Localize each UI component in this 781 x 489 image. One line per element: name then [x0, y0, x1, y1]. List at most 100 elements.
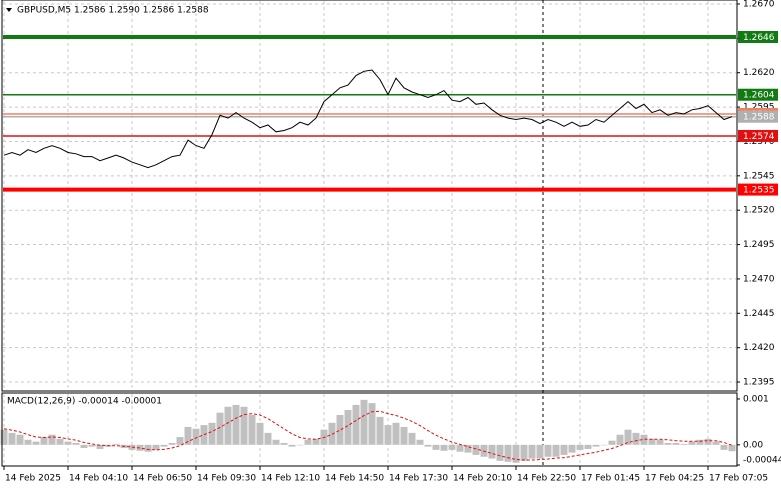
price-frame: [1, 0, 738, 392]
macd-bar: [632, 432, 640, 445]
macd-bar: [344, 409, 352, 445]
macd-bar: [16, 434, 24, 445]
level-label-box: [738, 88, 778, 101]
x-tick-label: 17 Feb 07:05: [709, 474, 768, 484]
macd-bar: [672, 442, 680, 445]
y-tick-label: 1.2670: [743, 0, 775, 9]
y-tick-label: 0.00: [743, 440, 763, 450]
macd-bar: [136, 444, 144, 451]
macd-bar: [144, 444, 152, 452]
macd-bar: [720, 444, 728, 450]
macd-bar: [696, 439, 704, 445]
macd-frame: [1, 392, 738, 467]
macd-bar: [568, 444, 576, 453]
macd-bar: [456, 444, 464, 452]
y-tick-label: 1.2445: [743, 309, 775, 319]
macd-bar: [336, 415, 344, 445]
y-tick-label: 1.2420: [743, 343, 775, 353]
macd-bar: [80, 444, 88, 449]
macd-bar: [360, 399, 368, 445]
x-tick-label: 14 Feb 2025: [5, 474, 61, 484]
x-tick-label: 14 Feb 14:50: [325, 474, 384, 484]
macd-bar: [600, 444, 608, 446]
macd-bar: [8, 432, 16, 445]
macd-bar: [88, 444, 96, 447]
macd-bar: [648, 438, 656, 445]
macd-bar: [504, 444, 512, 462]
macd-bar: [592, 444, 600, 447]
x-tick-label: 14 Feb 22:50: [517, 474, 576, 484]
signal-line: [3, 410, 733, 461]
level-label: 1.2604: [743, 91, 775, 101]
x-tick-label: 14 Feb 17:30: [389, 474, 448, 484]
macd-bar: [392, 422, 400, 445]
macd-bar: [496, 444, 504, 461]
macd-bar: [296, 444, 304, 446]
macd-bar: [192, 428, 200, 445]
macd-bar: [376, 416, 384, 445]
macd-bar: [528, 444, 536, 459]
x-tick-label: 17 Feb 01:45: [581, 474, 640, 484]
macd-bar: [312, 438, 320, 445]
macd-bar: [232, 404, 240, 445]
x-tick-label: 17 Feb 04:25: [645, 474, 704, 484]
level-label-box: [738, 30, 778, 43]
x-tick-label: 14 Feb 04:10: [69, 474, 128, 484]
macd-bar: [368, 403, 376, 445]
macd-bar: [712, 441, 720, 445]
macd-bar: [352, 404, 360, 445]
y-tick-label: 1.2495: [743, 240, 775, 250]
macd-bar: [48, 434, 56, 445]
macd-bar: [224, 406, 232, 445]
macd-bar: [416, 439, 424, 445]
macd-bar: [608, 440, 616, 445]
macd-bar: [704, 438, 712, 445]
macd-bar: [560, 444, 568, 455]
level-label-box: [738, 129, 778, 142]
macd-bar: [728, 444, 736, 452]
macd-bar: [176, 437, 184, 445]
macd-bar: [400, 426, 408, 445]
y-tick-label: 1.2595: [743, 103, 775, 113]
macd-bar: [264, 432, 272, 445]
macd-bar: [552, 444, 560, 457]
macd-bar: [288, 444, 296, 447]
y-tick-label: 1.2545: [743, 171, 775, 181]
macd-bar: [488, 444, 496, 459]
macd-bar: [432, 444, 440, 450]
macd-bar: [272, 439, 280, 445]
level-label: 1.2535: [743, 186, 775, 196]
macd-bar: [152, 444, 160, 450]
macd-bar: [440, 444, 448, 451]
x-tick-label: 14 Feb 12:10: [261, 474, 320, 484]
macd-bar: [160, 444, 168, 447]
macd-bar: [256, 422, 264, 445]
macd-bar: [240, 406, 248, 445]
labels: 1.2395 1.2420 1.2445 1.2470 1.2495 1.2520 1.25…: [3, 0, 781, 484]
level-label: 1.2588: [743, 113, 775, 123]
macd-bar: [656, 439, 664, 445]
macd-bar: [472, 444, 480, 455]
price-line: [3, 69, 733, 169]
y-tick-label: -0.00044: [743, 456, 781, 466]
macd-bar: [64, 441, 72, 445]
x-tick-label: 14 Feb 09:30: [197, 474, 256, 484]
macd-bar: [168, 442, 176, 445]
macd-bar: [544, 444, 552, 457]
macd-bar: [664, 442, 672, 445]
macd-bar: [464, 444, 472, 453]
macd-bar: [72, 442, 80, 445]
macd-bar: [536, 444, 544, 459]
macd-bar: [688, 441, 696, 445]
menu-triangle[interactable]: [6, 8, 12, 12]
y-tick-label: 1.2395: [743, 378, 775, 388]
macd-bar: [584, 444, 592, 449]
macd-bar: [112, 443, 120, 445]
level-label: 1.2646: [743, 33, 775, 43]
macd-bar: [680, 443, 688, 445]
macd-bar: [576, 444, 584, 450]
macd-bar: [624, 429, 632, 445]
y-tick-label: 1.2620: [743, 68, 775, 78]
macd-bar: [56, 438, 64, 445]
